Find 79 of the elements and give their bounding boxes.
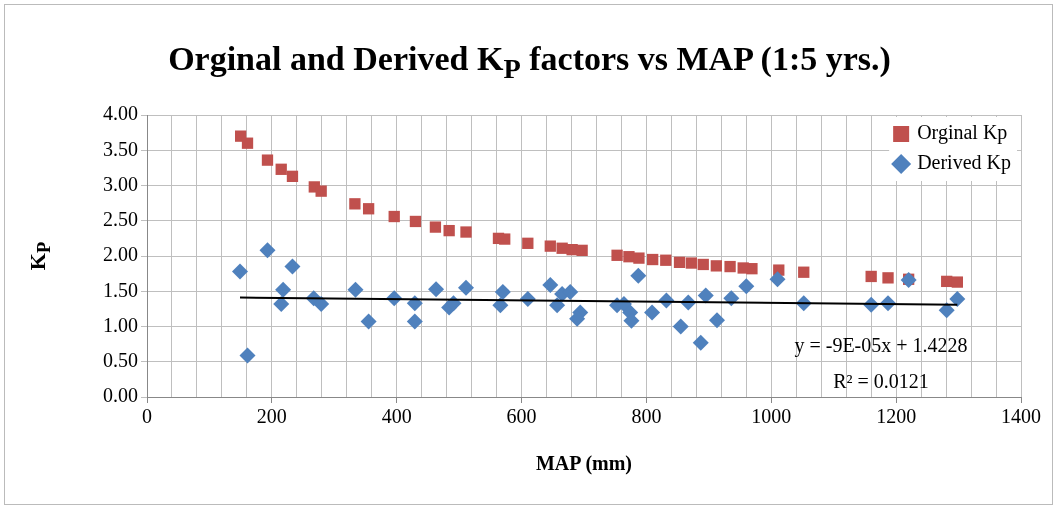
point [633,252,645,264]
x-tick-label: 800 [631,405,662,428]
y-tick-label: 3.50 [103,137,138,160]
point [647,253,659,266]
point [273,295,290,312]
x-tick-label: 1000 [751,405,792,428]
annotation: R² = 0.0121 [833,370,929,392]
point [865,270,877,283]
point [708,312,725,329]
y-tick-label: 1.00 [103,313,138,336]
point [685,257,698,269]
point [542,276,559,293]
point [630,267,647,284]
point [941,275,953,288]
point [611,249,623,261]
point [692,334,709,351]
point [406,313,423,330]
point [239,347,256,364]
point [697,287,714,304]
point [672,318,689,335]
point [261,154,274,166]
x-tick-label: 200 [256,405,287,428]
legend-label: Orginal Kp [917,121,1008,145]
point [798,266,810,278]
point [313,295,330,312]
point [769,271,786,288]
point [232,263,249,280]
y-tick-label: 3.00 [103,172,138,195]
point [660,254,672,266]
point [746,263,758,275]
x-tick-label: 0 [142,405,152,428]
point [259,242,276,259]
point [286,170,299,182]
point [522,237,534,249]
point [347,281,364,298]
point [724,260,736,273]
y-tick-label: 2.50 [103,208,138,230]
x-tick-label: 1200 [876,405,917,428]
x-tick-label: 1400 [1001,405,1041,428]
point [499,233,511,245]
point [360,313,377,330]
point [241,137,254,149]
point [275,163,287,175]
point [673,256,686,268]
point [460,226,472,238]
x-tick-label: 600 [506,405,537,428]
point [349,198,361,210]
point [458,279,475,296]
x-tick-label: 400 [381,405,412,428]
y-tick-label: 0.00 [103,384,138,407]
point [428,281,445,298]
point [949,291,966,308]
y-tick-label: 1.50 [103,278,138,301]
point [362,203,375,215]
point [882,272,894,284]
point [275,281,292,298]
point [544,240,556,252]
point [315,185,327,197]
annotation: y = -9E-05x + 1.4228 [794,334,968,357]
point [494,283,511,300]
point [388,210,400,223]
y-tick-label: 2.00 [103,243,138,266]
point [576,244,588,257]
point [738,278,755,295]
y-tick-label: 4.00 [103,102,138,125]
point [951,276,963,288]
chart-title: Orginal and Derived K$_{P}$ factors vs MAP (1:5 yrs.) [167,40,892,85]
point [443,224,455,237]
point [284,258,301,275]
point [429,221,442,233]
x-axis-title: MAP (mm) [534,452,634,475]
point [710,260,723,272]
point [492,297,509,314]
y-tick-label: 0.50 [103,349,138,371]
point [938,302,955,319]
point [409,215,422,228]
legend-label: Derived Kp [917,151,1011,175]
point [697,258,709,271]
point [644,304,661,321]
